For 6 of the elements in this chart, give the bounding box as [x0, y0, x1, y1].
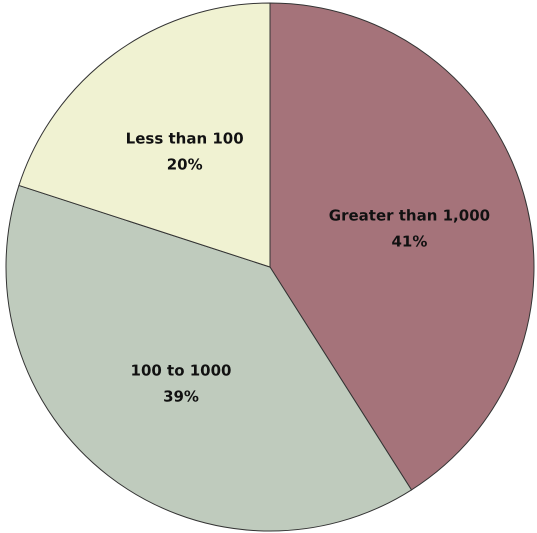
slice-label: Greater than 1,000 — [328, 206, 490, 224]
data-label: 41% — [391, 232, 428, 250]
slice-label: 100 to 1000 — [130, 362, 232, 380]
data-label: 39% — [163, 388, 199, 406]
slice-label: Less than 100 — [126, 130, 244, 148]
data-label: 20% — [166, 156, 203, 174]
